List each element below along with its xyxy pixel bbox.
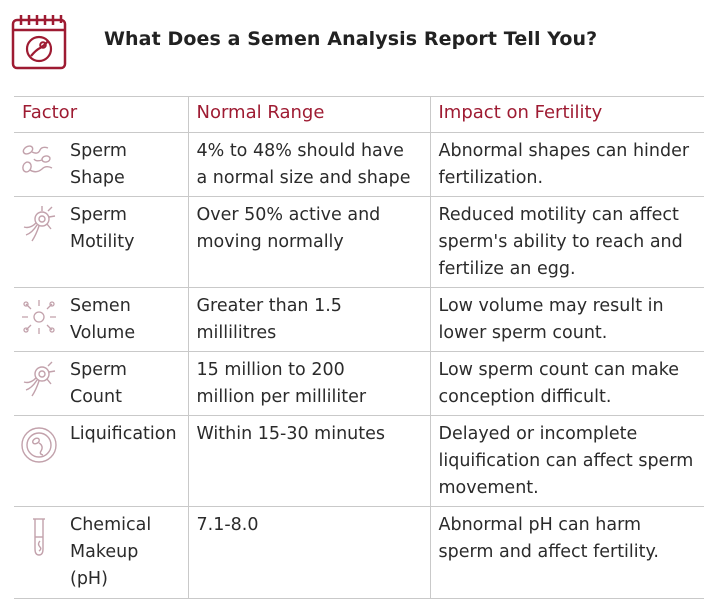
semen-analysis-table: Factor Normal Range Impact on Fertility [14, 96, 704, 599]
factor-label: Sperm Count [70, 360, 127, 407]
semen-volume-icon [22, 300, 56, 334]
normal-range-cell: 15 million to 200 million per milliliter [187, 351, 430, 416]
factor-cell: Sperm Count [14, 352, 188, 416]
column-header-factor: Factor [22, 102, 78, 123]
table-row: Sperm Motility Over 50% active and movin… [14, 196, 704, 288]
factor-label: Sperm Motility [70, 205, 135, 252]
normal-range-cell: Greater than 1.5 millilitres [187, 287, 430, 352]
factor-cell: Liquification [14, 416, 188, 507]
factor-label: Liquification [70, 424, 177, 444]
liquification-icon [21, 427, 57, 463]
table-header-row: Factor Normal Range Impact on Fertility [14, 96, 704, 133]
test-tube-icon [33, 518, 45, 556]
impact-cell: Low sperm count can make conception diff… [429, 351, 704, 416]
impact-cell: Reduced motility can affect sperm's abil… [429, 196, 704, 288]
table-row: Liquification Within 15-30 minutes Delay… [14, 415, 704, 507]
column-header-normal-range: Normal Range [187, 96, 430, 133]
factor-label: Chemical Makeup (pH) [70, 515, 152, 589]
factor-cell: Sperm Shape [14, 133, 188, 197]
impact-cell: Low volume may result in lower sperm cou… [429, 287, 704, 352]
table-row: Sperm Count 15 million to 200 million pe… [14, 351, 704, 416]
factor-cell: Sperm Motility [14, 197, 188, 288]
table-row: Chemical Makeup (pH) 7.1-8.0 Abnormal pH… [14, 506, 704, 599]
normal-range-cell: 7.1-8.0 [187, 506, 430, 599]
sperm-shape-icon [22, 145, 53, 173]
impact-cell: Abnormal shapes can hinder fertilization… [429, 132, 704, 197]
impact-cell: Abnormal pH can harm sperm and affect fe… [429, 506, 704, 599]
calendar-sperm-icon [11, 15, 67, 70]
sperm-count-icon [23, 361, 56, 397]
column-header-impact: Impact on Fertility [429, 96, 704, 133]
table-row: Sperm Shape 4% to 48% should have a norm… [14, 132, 704, 197]
header: What Does a Semen Analysis Report Tell Y… [0, 0, 720, 80]
factor-label: Semen Volume [70, 296, 136, 343]
impact-cell: Delayed or incomplete liquification can … [429, 415, 704, 507]
page-title: What Does a Semen Analysis Report Tell Y… [104, 28, 598, 50]
factor-cell: Chemical Makeup (pH) [14, 507, 188, 599]
sperm-motility-icon [23, 206, 56, 242]
normal-range-cell: 4% to 48% should have a normal size and … [187, 132, 430, 197]
normal-range-cell: Within 15-30 minutes [187, 415, 430, 507]
table-row: Semen Volume Greater than 1.5 millilitre… [14, 287, 704, 352]
factor-cell: Semen Volume [14, 288, 188, 352]
normal-range-cell: Over 50% active and moving normally [187, 196, 430, 288]
factor-label: Sperm Shape [70, 141, 127, 188]
